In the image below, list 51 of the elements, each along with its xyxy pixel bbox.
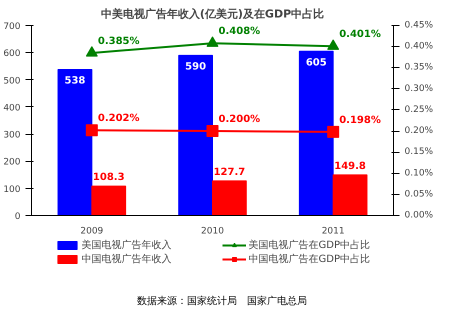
y2-tick-label: 0.20% xyxy=(404,126,434,136)
y2-tick-label: 0.40% xyxy=(404,42,434,52)
legend-label: 中国电视广告在GDP中占比 xyxy=(248,252,371,266)
x-tick-label: 2009 xyxy=(80,226,104,236)
data-label: 0.202% xyxy=(98,113,140,124)
bar xyxy=(212,180,247,216)
data-label: 149.8 xyxy=(334,160,366,172)
data-label: 0.198% xyxy=(339,114,381,126)
x-tick-label: 2011 xyxy=(322,226,345,236)
data-label: 538 xyxy=(64,75,86,86)
y-tick-label: 0 xyxy=(14,212,21,222)
y2-tick-label: 0.35% xyxy=(404,62,434,73)
point xyxy=(206,125,218,138)
y-tick-label: 100 xyxy=(3,184,21,195)
y2-tick-label: 0.30% xyxy=(404,84,434,94)
point xyxy=(327,39,340,50)
y-tick-label: 300 xyxy=(3,130,21,141)
bar xyxy=(178,54,213,216)
y-tick-label: 400 xyxy=(3,103,21,114)
chart-title: 中美电视广告年收入(亿美元)及在GDP中占比 xyxy=(100,8,324,20)
data-label: 0.408% xyxy=(218,26,260,38)
y-tick-label: 600 xyxy=(3,49,21,60)
source-note: 数据来源：国家统计局 国家广电总局 xyxy=(137,294,307,307)
point xyxy=(327,126,340,138)
y2-tick-label: 0.00% xyxy=(404,210,434,220)
point xyxy=(86,46,98,57)
bar xyxy=(91,186,126,216)
data-label: 0.401% xyxy=(339,29,381,40)
data-label: 127.7 xyxy=(214,166,246,178)
y-tick-label: 200 xyxy=(3,158,21,168)
data-label: 590 xyxy=(185,61,206,72)
y2-tick-label: 0.10% xyxy=(404,168,434,178)
legend-label: 中国电视广告年收入 xyxy=(82,252,172,266)
y2-tick-label: 0.45% xyxy=(404,20,434,30)
x-tick-label: 2010 xyxy=(201,226,224,236)
data-label: 605 xyxy=(306,57,327,68)
legend-label: 美国电视广告年收入 xyxy=(82,238,172,252)
y2-tick-label: 0.05% xyxy=(404,189,434,200)
y-tick-label: 500 xyxy=(3,76,21,86)
data-label: 0.200% xyxy=(218,114,260,126)
bar xyxy=(332,174,368,216)
point xyxy=(86,124,98,136)
data-label: 0.385% xyxy=(98,36,140,47)
legend-label: 美国电视广告在GDP中占比 xyxy=(248,238,371,252)
data-label: 108.3 xyxy=(92,172,125,184)
bar xyxy=(58,68,92,216)
y2-tick-label: 0.15% xyxy=(404,147,434,158)
y-tick-label: 700 xyxy=(3,22,21,32)
bar xyxy=(298,50,334,216)
point xyxy=(206,36,218,47)
y2-tick-label: 0.25% xyxy=(404,104,434,115)
